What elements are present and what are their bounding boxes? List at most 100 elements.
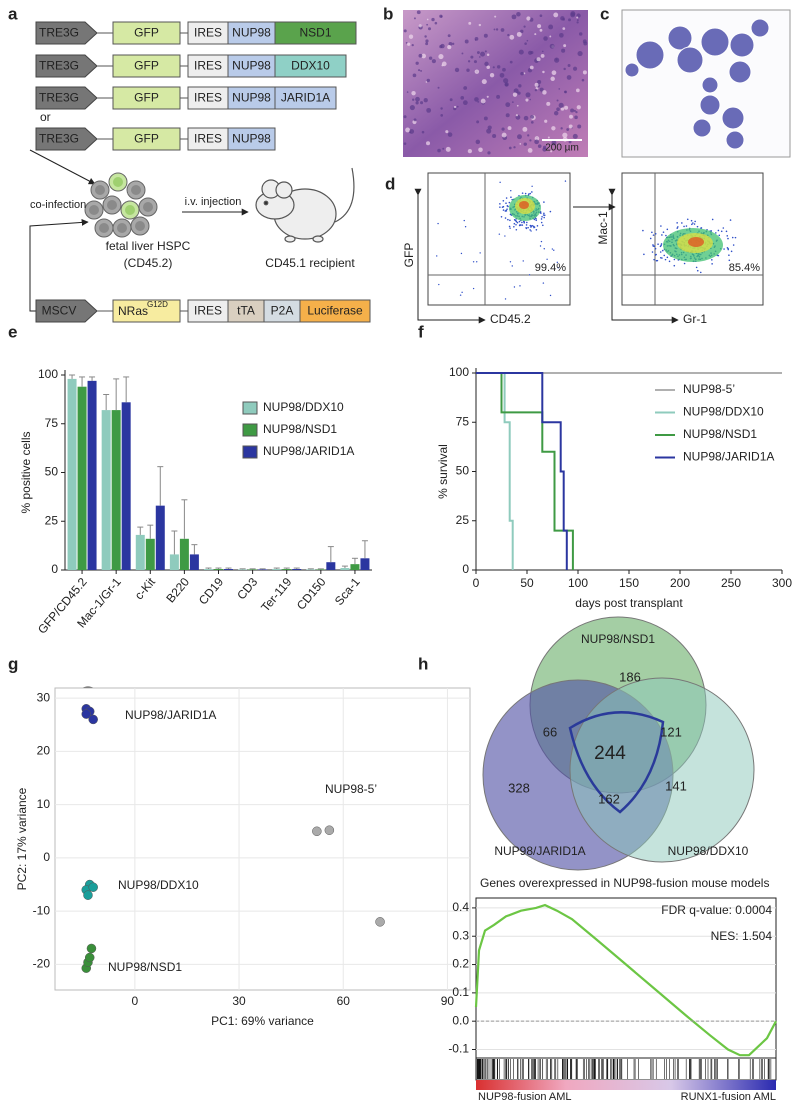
- tissue-texture: [496, 94, 501, 99]
- x-tick-label: B220: [163, 575, 192, 606]
- construct-element: [299, 299, 371, 323]
- leukemic-cell: [699, 94, 721, 116]
- tissue-texture: [518, 49, 524, 55]
- tissue-texture: [494, 15, 497, 18]
- tissue-texture: [566, 75, 572, 80]
- flow-event: [717, 229, 720, 232]
- gsea-annotation: FDR q-value: 0.0004: [661, 903, 772, 917]
- tissue-texture: [415, 96, 420, 102]
- bar: [135, 534, 145, 570]
- flow-event: [651, 251, 654, 253]
- tissue-texture: [543, 36, 548, 41]
- flow-event: [521, 224, 524, 226]
- tissue-texture: [411, 43, 414, 47]
- x-tick-label: 60: [337, 994, 351, 1008]
- tissue-texture: [413, 118, 417, 122]
- venn-count: 328: [508, 780, 530, 795]
- flow-event: [504, 210, 507, 212]
- error-bar: [171, 530, 178, 555]
- flow-event: [685, 225, 688, 227]
- construct-label: IRES: [194, 26, 222, 40]
- tissue-texture: [516, 31, 522, 37]
- mouse-eye: [263, 200, 269, 206]
- tissue-texture: [421, 130, 425, 134]
- flow-event: [523, 221, 526, 224]
- construct-label: IRES: [194, 59, 222, 73]
- tissue-texture: [461, 52, 464, 55]
- legend-label: NUP98/NSD1: [263, 422, 337, 436]
- construct-label: DDX10: [291, 59, 330, 73]
- y-tick-label: 20: [37, 744, 51, 758]
- y-axis-label: % survival: [436, 444, 450, 499]
- tissue-texture: [486, 95, 489, 98]
- promoter: [35, 299, 98, 323]
- tissue-texture: [566, 128, 570, 131]
- mouse-ear: [275, 181, 293, 199]
- tissue-texture: [530, 121, 534, 124]
- tissue-texture: [454, 67, 460, 73]
- tissue-texture: [568, 18, 571, 22]
- tissue-texture: [408, 34, 414, 39]
- tissue-texture: [406, 91, 409, 93]
- tissue-texture: [575, 110, 578, 114]
- flow-event: [519, 285, 521, 287]
- tissue-texture: [527, 134, 530, 137]
- flow-event: [642, 229, 644, 232]
- leukemic-cell: [750, 18, 770, 38]
- flow-event: [660, 225, 662, 227]
- venn-core-outline: [568, 711, 665, 814]
- cell-nucleus: [95, 185, 105, 195]
- flow-event: [460, 252, 463, 255]
- flow-event: [511, 265, 513, 267]
- flow-event: [531, 191, 533, 193]
- tissue-texture: [520, 29, 524, 34]
- x-tick-label: CD150: [294, 575, 329, 613]
- gate-percent: 85.4%: [729, 262, 760, 274]
- tissue-texture: [539, 87, 544, 92]
- x-tick-label: 300: [772, 576, 792, 590]
- bar: [292, 569, 302, 570]
- venn-count: 121: [660, 724, 682, 739]
- flow-event: [507, 218, 509, 221]
- tissue-texture: [581, 78, 585, 82]
- bar: [214, 569, 223, 570]
- tissue-texture: [452, 42, 455, 46]
- tissue-texture: [438, 54, 444, 60]
- flow-event: [516, 221, 519, 224]
- tissue-texture: [522, 126, 528, 132]
- tissue-texture: [527, 148, 533, 153]
- construct-label: NRas: [118, 304, 148, 318]
- tissue-texture: [523, 142, 527, 146]
- venn-count: 141: [665, 778, 687, 793]
- rank-colorbar: [476, 1080, 776, 1090]
- error-bar: [283, 567, 290, 570]
- bar: [306, 569, 316, 570]
- flow-event: [711, 263, 713, 265]
- scatter-point: [324, 825, 335, 835]
- tissue-texture: [439, 45, 443, 49]
- tissue-texture: [464, 39, 469, 44]
- tissue-texture: [541, 50, 544, 53]
- flow-event: [533, 218, 536, 221]
- flow-event: [479, 252, 481, 254]
- tissue-texture: [542, 147, 547, 152]
- y-tick-label: 75: [45, 416, 59, 430]
- flow-event: [535, 228, 538, 231]
- tissue-texture: [539, 14, 543, 18]
- venn-set-label: NUP98/DDX10: [668, 844, 749, 858]
- construct-element: [227, 127, 276, 151]
- bar: [121, 402, 131, 570]
- construct-label: TRE3G: [39, 59, 79, 73]
- flow-event: [437, 222, 439, 225]
- tissue-texture: [516, 104, 519, 107]
- step-label: (CD45.2): [124, 256, 173, 270]
- tissue-texture: [440, 114, 444, 117]
- tissue-texture: [513, 88, 519, 94]
- scatter-point: [86, 943, 97, 954]
- bar: [224, 569, 233, 570]
- leukemic-cell: [624, 62, 640, 78]
- tissue-texture: [415, 61, 419, 65]
- flow-event: [676, 222, 678, 224]
- flow-event: [683, 225, 685, 228]
- flow-event: [502, 199, 505, 202]
